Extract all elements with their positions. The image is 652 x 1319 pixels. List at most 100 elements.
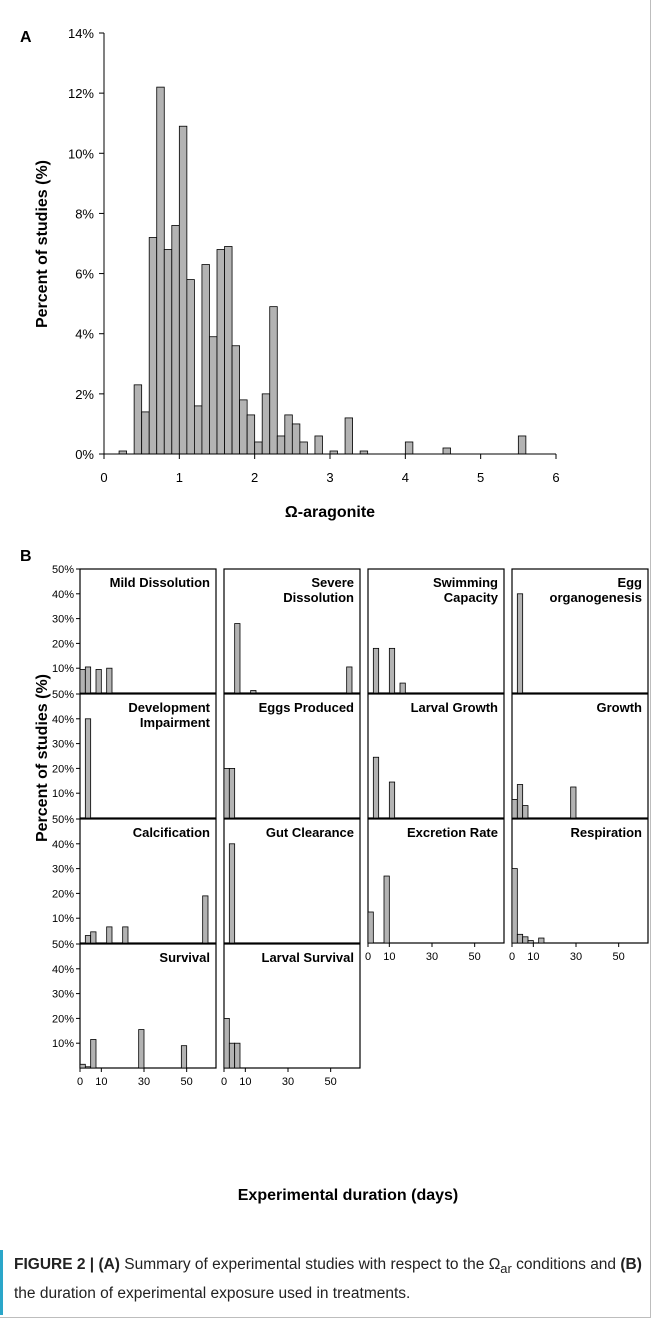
- panel-a-bar: [261, 393, 271, 455]
- subpanel-frame: [367, 818, 505, 944]
- subpanel-bar: [79, 1063, 86, 1069]
- subpanel-x-tick-label: 10: [383, 951, 395, 963]
- subpanel-y-tick-label: 50%: [52, 689, 74, 701]
- panel-b-x-axis-title: Experimental duration (days): [238, 1187, 459, 1204]
- subpanel-y-tick-label: 30%: [52, 739, 74, 751]
- subpanel-bar: [234, 1042, 241, 1069]
- panel-a-x-tick-label: 3: [326, 470, 333, 485]
- subpanel-frame: [223, 818, 361, 944]
- subpanel: Development Impairment 10% 20% 30% 40% 50%: [52, 689, 217, 819]
- subpanel-bar: [516, 593, 524, 694]
- subpanel-bar: [383, 875, 390, 944]
- subpanel: Respiration 0 10 30 50: [509, 818, 649, 963]
- subpanel-y-tick-label: 10%: [52, 913, 74, 925]
- subpanel: Severe Dissolution: [223, 568, 361, 694]
- subpanel-y-tick-label: 50%: [52, 564, 74, 576]
- subpanel-y-tick-label: 40%: [52, 964, 74, 976]
- figure-chart: A 0% 2% 4% 6% 8% 10% 12% 14% 0 1 2 3 4 5 6 Ω-aragonite Pe…: [20, 26, 649, 1204]
- subpanel-frame: [79, 693, 217, 819]
- subpanel-x-tick-label: 50: [469, 951, 481, 963]
- panel-a-bar: [193, 405, 203, 455]
- panel-a-y-tick-label: 6%: [75, 267, 94, 282]
- subpanel-x-tick-label: 50: [613, 951, 625, 963]
- panel-a-x-tick-label: 4: [402, 470, 409, 485]
- subpanel-frame: [223, 693, 361, 819]
- panel-b-small-multiples: B Mild Dissolution 10% 20% 30% 40% 50% Severe Di…: [20, 548, 649, 1204]
- subpanel-bar: [372, 647, 380, 694]
- subpanel-bar: [511, 868, 518, 944]
- subpanel: Larval Growth: [367, 693, 505, 819]
- subpanel-x-tick-label: 10: [527, 951, 539, 963]
- panel-a-bar: [344, 417, 354, 455]
- subpanel-bar: [234, 623, 241, 694]
- subpanel: Eggs Produced: [223, 693, 361, 819]
- caption-accent-bar: [0, 1250, 3, 1315]
- subpanel-y-tick-label: 30%: [52, 614, 74, 626]
- subpanel: Survival 10% 20% 30% 40% 50% 0 10 30 50: [52, 939, 217, 1088]
- subpanel-bar: [399, 682, 406, 694]
- subpanel-bar: [228, 768, 236, 819]
- subpanel-frame: [511, 693, 649, 819]
- subpanel: Larval Survival 0 10 30 50: [221, 943, 361, 1088]
- subpanel-bar: [79, 669, 86, 694]
- subpanel-x-tick-label: 0: [509, 951, 515, 963]
- subpanel-frame: [223, 568, 361, 694]
- caption-text-3: the duration of experimental exposure us…: [14, 1285, 411, 1303]
- panel-a-letter: A: [20, 29, 32, 46]
- panel-a-y-tick-label: 4%: [75, 327, 94, 342]
- subpanel-title: Survival: [159, 950, 210, 965]
- subpanel-bar: [228, 1042, 236, 1069]
- panel-a-bar: [517, 435, 527, 455]
- panel-a-bar: [314, 435, 323, 455]
- subpanel-y-tick-label: 40%: [52, 589, 74, 601]
- panel-a-y-tick-label: 14%: [68, 26, 94, 41]
- subpanel-title: Larval Survival: [262, 950, 355, 965]
- subpanel-bar: [106, 926, 113, 944]
- subpanel-bar: [516, 933, 524, 944]
- panel-a-bar: [231, 345, 240, 455]
- subpanel-title: Excretion Rate: [407, 825, 498, 840]
- subpanel-x-tick-label: 10: [239, 1076, 251, 1088]
- subpanel-bar: [372, 756, 380, 819]
- subpanel-bar: [388, 647, 396, 694]
- panel-a-x-tick-label: 0: [100, 470, 107, 485]
- panel-a-histogram: A 0% 2% 4% 6% 8% 10% 12% 14% 0 1 2 3 4 5 6 Ω-aragonite Pe…: [20, 26, 560, 521]
- subpanel-frame: [511, 568, 649, 694]
- panel-a-bar: [186, 279, 195, 455]
- panel-a-bar: [284, 414, 293, 455]
- subpanel-x-tick-label: 50: [181, 1076, 193, 1088]
- subpanel-y-tick-label: 30%: [52, 989, 74, 1001]
- panel-a-y-tick-label: 0%: [75, 447, 94, 462]
- subpanel-y-tick-label: 20%: [52, 1013, 74, 1025]
- subpanel-x-tick-label: 30: [282, 1076, 294, 1088]
- subpanel-y-tick-label: 40%: [52, 714, 74, 726]
- subpanel-bar: [90, 1039, 97, 1069]
- subpanel-x-tick-label: 0: [221, 1076, 227, 1088]
- subpanel: Mild Dissolution 10% 20% 30% 40% 50%: [52, 564, 217, 694]
- subpanel-y-tick-label: 10%: [52, 1038, 74, 1050]
- subpanel-bar: [180, 1045, 188, 1069]
- subpanel-bar: [90, 931, 97, 944]
- subpanel-title: Growth: [597, 700, 643, 715]
- subpanel-title: Gut Clearance: [266, 825, 354, 840]
- subpanel-title: Development Impairment: [128, 700, 210, 730]
- subpanel-y-tick-label: 50%: [52, 939, 74, 951]
- panel-a-bar: [246, 414, 256, 455]
- subpanel-bar: [223, 768, 230, 819]
- subpanel-bar: [570, 786, 577, 819]
- panel-a-bar: [216, 249, 225, 455]
- subpanel: Growth: [511, 693, 649, 819]
- subpanel-bar: [84, 666, 92, 694]
- panel-a-y-axis-title: Percent of studies (%): [34, 160, 51, 328]
- panel-a-bar: [178, 125, 188, 455]
- panel-a-x-axis-title: Ω-aragonite: [285, 504, 375, 521]
- subpanel-x-tick-label: 50: [325, 1076, 337, 1088]
- panel-a-y-tick-label: 12%: [68, 86, 94, 101]
- subpanel-bar: [223, 1018, 230, 1069]
- subpanel-bar: [516, 784, 524, 819]
- subpanel-frame: [367, 693, 505, 819]
- subpanel: Swimming Capacity: [367, 568, 505, 694]
- subpanel-title: Mild Dissolution: [110, 575, 210, 590]
- panel-a-y-tick-label: 2%: [75, 387, 94, 402]
- subpanel-bar: [228, 843, 236, 944]
